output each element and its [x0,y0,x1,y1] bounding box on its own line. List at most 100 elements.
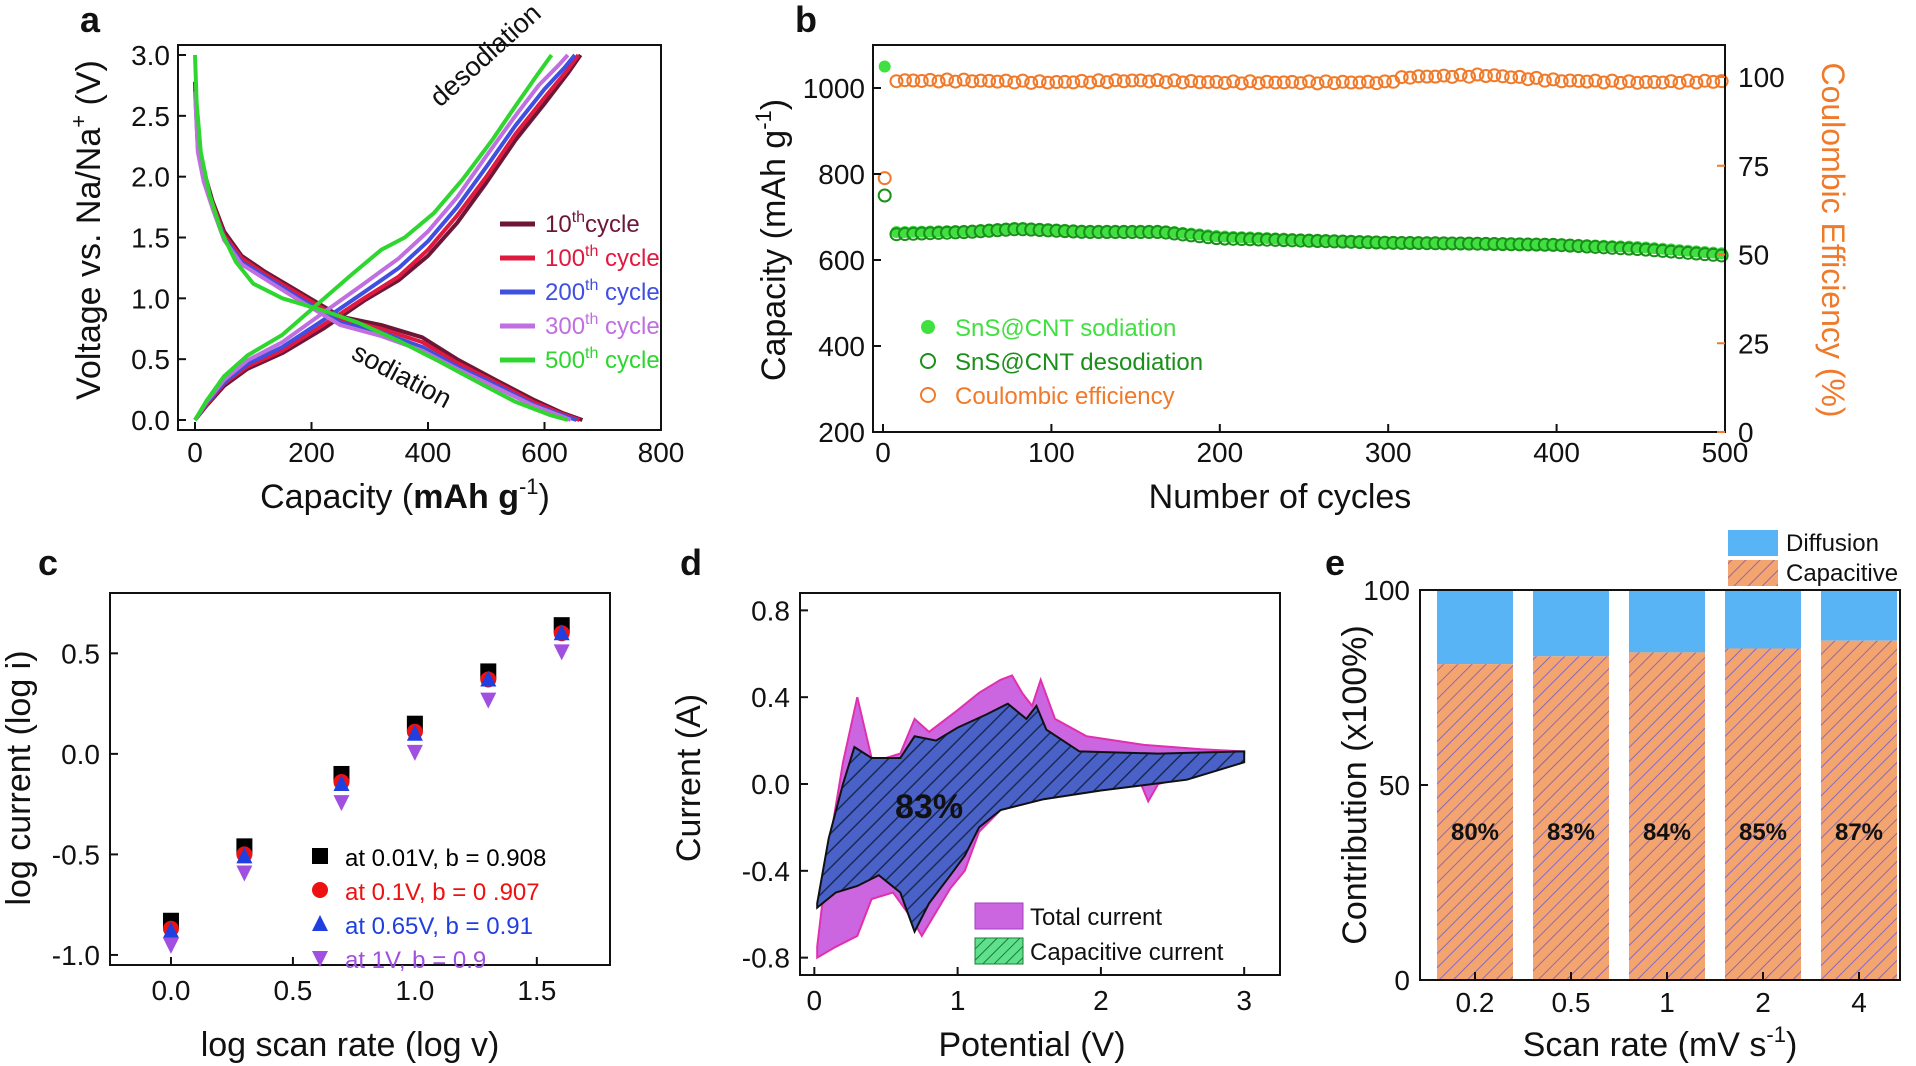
y-tick-label: 600 [818,245,865,276]
ce-point [1084,77,1096,89]
annotation-desodiation: desodiation [424,0,547,112]
y-tick-label: 0.4 [751,682,790,713]
y-tick-label: 0.5 [131,344,170,375]
data-point [333,795,349,811]
bar-capacitive [1821,641,1897,980]
ce-point [1303,75,1315,87]
x-tick-label: 200 [288,437,335,468]
panel-b-legend: SnS@CNT sodiationSnS@CNT desodiationCoul… [921,315,1203,410]
panel-b: 0 100 200 300 400 500200400600800100002550751… [751,45,1851,516]
ce-point [1151,74,1163,86]
ce-point [933,76,945,88]
panel-c-frame [110,593,610,965]
x-tick-label: 0.5 [1552,987,1591,1018]
panel-a-legend: 10thcycle100th cycle200th cycle300th cyc… [500,209,660,374]
x-tick-label: 4 [1851,987,1867,1018]
ce-point [1665,75,1677,87]
panel-b-ticks: 0 100 200 300 400 500 200 400 600 800 1000 0 25 50 75 1… [803,62,1785,468]
ce-point [1076,75,1088,87]
ce-point [1227,75,1239,87]
x-tick-label: 0.0 [152,975,191,1006]
bar-data-label: 87% [1835,819,1883,846]
x-tick-label: 0.2 [1456,987,1495,1018]
panel-e-ylabel: Contribution (x100%) [1336,625,1374,944]
panel-b-points [879,61,1728,262]
ce-point [1320,75,1332,87]
panel-c-legend: at 0.01V, b = 0.908at 0.1V, b = 0 .907at… [312,845,546,974]
legend-swatch [975,903,1023,929]
panel-d-xlabel: Potential (V) [938,1026,1125,1064]
ce-point [1615,77,1627,89]
ce-point [1623,75,1635,87]
y-tick-label: 1000 [803,73,865,104]
ce-point [1598,77,1610,89]
ce-point [1017,75,1029,87]
x-tick-label: 300 [1365,437,1412,468]
x-tick-label: 400 [1533,437,1580,468]
y-tick-label: 0.8 [751,595,790,626]
y-tick-label: -0.4 [742,856,790,887]
y-tick-label: 1.5 [131,223,170,254]
data-point [236,866,252,882]
ce-point [1463,71,1475,83]
x-tick-label: 0 [187,437,203,468]
data-point [163,938,179,954]
ce-point [924,74,936,86]
ce-point [1674,77,1686,89]
legend-label: Total current [1030,904,1162,931]
y-tick-label: 1.0 [131,283,170,314]
bar-data-label: 85% [1739,819,1787,846]
data-point [554,644,570,660]
x-tick-label: 100 [1028,437,1075,468]
bar-diffusion [1533,590,1609,656]
panel-b-ylabel: Capacity (mAh g-1) [751,99,793,381]
bar-diffusion [1821,590,1897,641]
y-tick-label: 100 [1363,575,1410,606]
ce-point [949,76,961,88]
ce-point [1547,73,1559,85]
ce-point [1093,74,1105,86]
bar-diffusion [1437,590,1513,664]
ce-point [1244,75,1256,87]
y-tick-label: 50 [1379,770,1410,801]
ce-point [1446,71,1458,83]
y-tick-label: 0.0 [751,769,790,800]
y-right-tick-label: 0 [1738,417,1754,448]
panel-label-a: a [80,0,101,40]
desodiation-point-first [879,190,891,202]
legend-label: Diffusion [1786,530,1879,557]
panel-b-ylabel-right: Coulombic Efficiency (%) [1815,62,1851,417]
legend-label: 200th cycle [545,277,660,306]
legend-swatch [975,938,1023,964]
y-tick-label: 0.5 [61,638,100,669]
x-tick-label: 0 [875,437,891,468]
x-tick-label: 3 [1236,985,1252,1016]
sodiation-point-first [879,61,891,73]
legend-label: Coulombic efficiency [955,383,1175,410]
legend-label: 300th cycle [545,311,660,340]
x-tick-label: 0.5 [273,975,312,1006]
panel-a-ylabel: Voltage vs. Na/Na+ (V) [66,60,108,400]
panel-label-b: b [795,0,817,40]
panel-c: 0.0 0.5 1.0 1.5-1.0-0.50.00.5 at 0.01V, b =… [0,593,610,1064]
y-right-tick-label: 50 [1738,240,1769,271]
panel-e: DiffusionCapacitive 80% 83% 84% 85% 87% 0.2 0… [1336,530,1900,1064]
bar-diffusion [1629,590,1705,652]
y-right-tick-label: 75 [1738,151,1769,182]
ce-point [1311,77,1323,89]
legend-marker [921,354,935,368]
ce-point [1606,75,1618,87]
x-tick-label: 1.5 [517,975,556,1006]
y-right-tick-label: 100 [1738,62,1785,93]
ce-point [1025,77,1037,89]
panel-d: 0 1 2 3-0.8-0.40.00.40.8 83% Total currentC… [670,593,1280,1064]
ce-point [1000,75,1012,87]
x-tick-label: 1.0 [395,975,434,1006]
ce-point [1034,75,1046,87]
legend-label: Capacitive [1786,560,1898,587]
panel-a-xlabel: Capacity (mAh g-1) [260,474,550,516]
ce-point [1514,71,1526,83]
y-tick-label: 800 [818,159,865,190]
ce-point [1160,76,1172,88]
panel-label-e: e [1325,542,1345,583]
